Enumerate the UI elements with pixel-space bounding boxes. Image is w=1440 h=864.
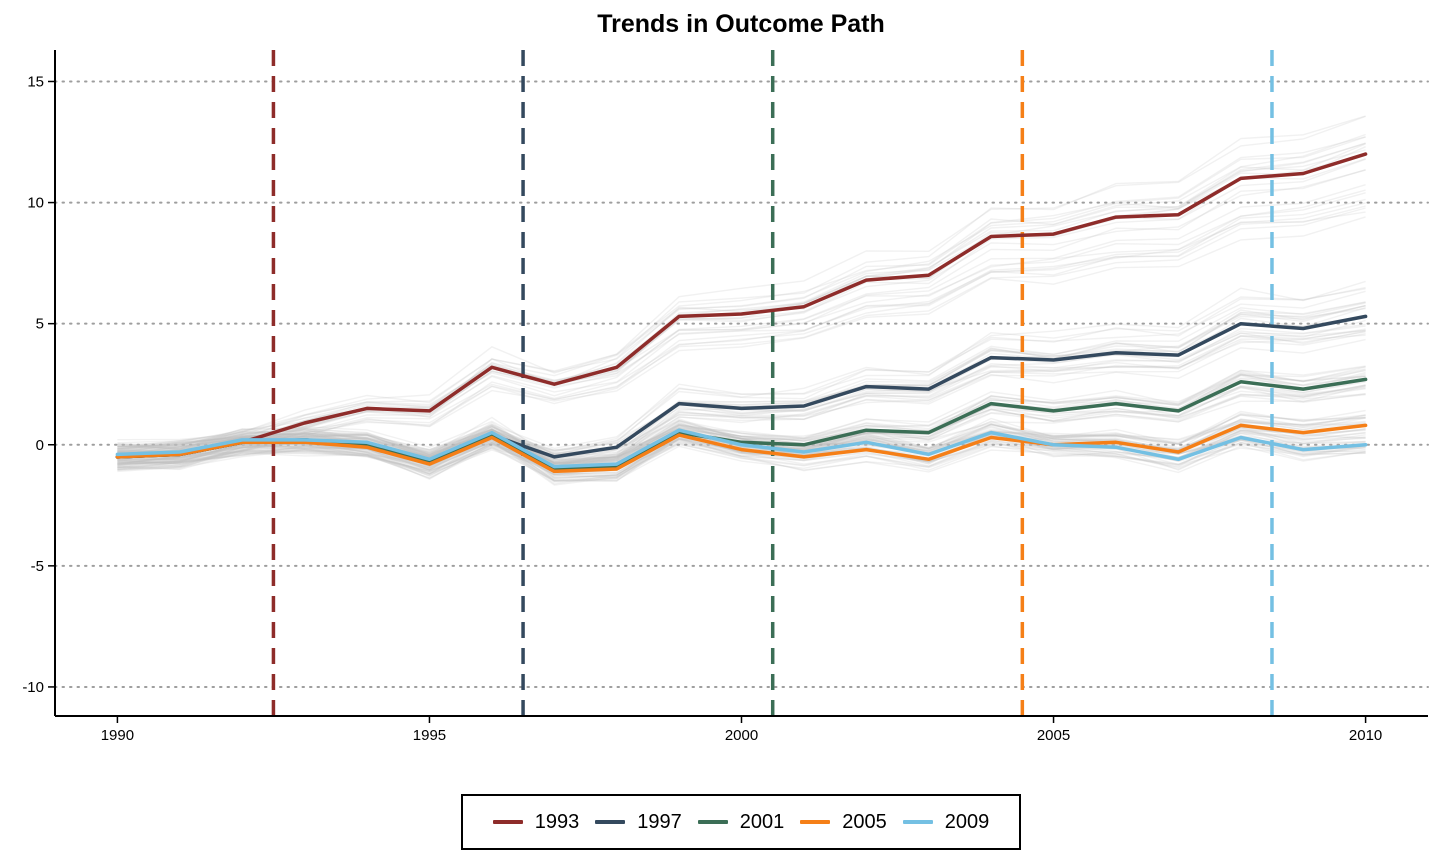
background-line [117, 198, 1366, 470]
background-line [117, 329, 1366, 473]
x-tick-label: 1995 [413, 727, 446, 744]
background-line [117, 425, 1366, 465]
series-lines [115, 152, 1368, 474]
y-tick-label: -5 [31, 558, 44, 575]
background-line [117, 418, 1366, 463]
background-line [117, 419, 1366, 456]
legend: 1993 1997 2001 2005 2009 [461, 794, 1021, 850]
background-line [117, 192, 1366, 450]
background-line [117, 331, 1366, 457]
legend-swatch [595, 820, 626, 824]
background-line [117, 169, 1366, 453]
background-line [117, 426, 1366, 467]
legend-label: 1993 [534, 810, 580, 833]
background-line [117, 211, 1366, 448]
background-line [117, 328, 1366, 468]
background-line [117, 202, 1366, 466]
legend-item-2005: 2005 [800, 811, 887, 834]
background-line [117, 216, 1366, 459]
series-line-2009 [115, 428, 1368, 469]
background-line [117, 290, 1366, 464]
legend-label: 2005 [842, 810, 887, 833]
background-line [117, 286, 1366, 454]
background-line [117, 136, 1366, 463]
background-line [117, 365, 1366, 464]
legend-label: 2001 [739, 810, 785, 833]
legend-swatch [697, 820, 728, 824]
y-tick-label: 0 [36, 437, 44, 454]
background-line [117, 416, 1366, 461]
legend-label: 1997 [637, 810, 682, 833]
background-line [117, 189, 1366, 460]
background-line [117, 338, 1366, 464]
background-line [117, 184, 1366, 455]
background-line [117, 307, 1366, 464]
background-line [117, 207, 1366, 458]
background-line [117, 143, 1366, 457]
background-line [117, 394, 1366, 478]
background-line [117, 414, 1366, 466]
background-line [117, 375, 1366, 464]
background-line [117, 169, 1366, 466]
series-line-1993 [115, 152, 1368, 459]
background-line [117, 158, 1366, 454]
background-line [117, 428, 1366, 482]
background-line [117, 366, 1366, 459]
legend-item-2009: 2009 [902, 810, 990, 834]
line-chart: Trends in Outcome Path 15 10 5 0 -5 -10 1990 19… [22, 10, 1429, 744]
y-tick-label: 10 [27, 195, 44, 212]
background-line [117, 115, 1366, 450]
x-tick-label: 1990 [101, 727, 134, 744]
x-tick-label: 2005 [1037, 727, 1070, 744]
background-line [117, 371, 1366, 461]
background-line [117, 205, 1366, 459]
background-line [117, 385, 1366, 463]
background-line [117, 384, 1366, 480]
legend-swatch [800, 820, 831, 824]
background-line [117, 420, 1366, 456]
background-line [117, 329, 1366, 469]
treatment-lines [271, 50, 1274, 716]
background-line [117, 307, 1366, 476]
x-tick-label: 2010 [1349, 727, 1382, 744]
background-line [117, 334, 1366, 472]
y-tick-label: -10 [22, 679, 44, 696]
background-line [117, 333, 1366, 475]
background-line [117, 305, 1366, 479]
background-line [117, 280, 1366, 457]
background-line [117, 146, 1366, 462]
background-lines [117, 115, 1366, 486]
legend-item-1997: 1997 [595, 811, 682, 834]
background-line [117, 420, 1366, 473]
background-line [117, 434, 1366, 473]
background-line [117, 371, 1366, 472]
axes: 15 10 5 0 -5 -10 1990 1995 2000 2005 2010 [22, 50, 1428, 744]
legend-item-1993: 1993 [492, 810, 580, 834]
background-line [117, 437, 1366, 476]
background-line [117, 142, 1366, 447]
background-line [117, 325, 1366, 477]
background-line [117, 414, 1366, 464]
background-line [117, 133, 1366, 452]
legend-swatch [492, 820, 523, 824]
background-line [117, 430, 1366, 482]
y-tick-label: 15 [27, 73, 44, 90]
series-line-2005 [115, 423, 1368, 474]
x-tick-label: 2000 [725, 727, 758, 744]
y-tick-label: 5 [36, 316, 44, 333]
legend-label: 2009 [944, 810, 990, 833]
background-line [117, 417, 1366, 465]
background-line [117, 136, 1366, 455]
background-line [117, 158, 1366, 459]
chart-title: Trends in Outcome Path [597, 10, 885, 38]
background-line [117, 305, 1366, 458]
background-line [117, 410, 1366, 464]
legend-swatch [902, 820, 933, 824]
legend-item-2001: 2001 [697, 810, 785, 834]
background-line [117, 301, 1366, 478]
